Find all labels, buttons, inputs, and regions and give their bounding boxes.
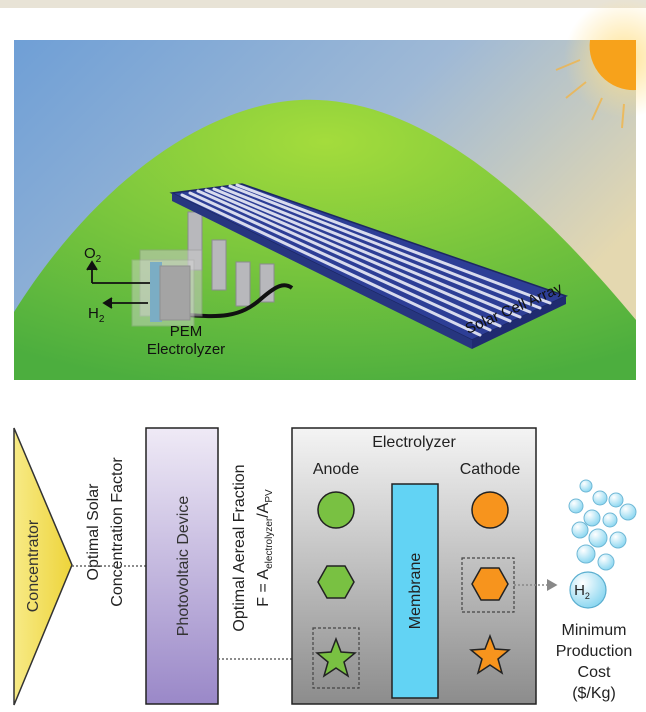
electrolyzer-title: Electrolyzer [372,434,456,451]
solar-cell-array-panel [169,183,568,349]
cost-label-line4: ($/Kg) [572,685,616,702]
photovoltaic-device-box [145,427,219,705]
cost-label-line1: Minimum [562,622,627,639]
cathode-hexagon-shape [471,567,509,601]
aereal-fraction-label-line1: Optimal Aereal Fraction [231,464,248,631]
sun-icon [589,40,636,91]
solar-factor-label-line2: Concentration Factor [109,457,126,607]
solar-factor-label-line1: Optimal Solar [85,483,102,581]
cathode-circle-shape [471,491,509,529]
hydrogen-label: H2 [574,582,590,601]
anode-selection-box [312,627,360,689]
h2-label: H2 [88,305,105,325]
aereal-fraction-formula: F = Aelectrolyzer/APV [255,489,275,607]
concentrator-shape [13,427,73,706]
anode-hexagon-shape [317,565,355,599]
cathode-selection-box [461,557,515,613]
hydrogen-bubble [569,571,607,609]
power-cable [177,283,294,319]
hydrogen-bubbles-icon [568,479,637,571]
o2-label: O2 [84,245,102,265]
anode-circle-shape [317,491,355,529]
top-border-strip [0,0,646,8]
optimization-flow-diagram: Concentrator Optimal Solar Concentration… [13,427,637,706]
pem-label-line2: Electrolyzer [147,341,225,358]
pem-label-line1: PEM [170,323,203,340]
solar-scene: O2 H2 PEM Electrolyzer Solar Cell Array [14,0,646,381]
photovoltaic-device-label: Photovoltaic Device [175,496,192,637]
gas-arrows [86,260,150,309]
membrane-label: Membrane [407,553,424,630]
anode-label: Anode [313,461,359,478]
cost-label-line3: Cost [578,664,611,681]
cathode-label: Cathode [460,461,521,478]
anode-star-shape [315,636,357,678]
cathode-star-shape [469,633,511,675]
sun-rays [555,59,625,129]
membrane-box [391,483,439,699]
pem-electrolyzer-box [131,249,203,327]
concentrator-label: Concentrator [25,519,42,612]
cost-label-line2: Production [556,643,633,660]
